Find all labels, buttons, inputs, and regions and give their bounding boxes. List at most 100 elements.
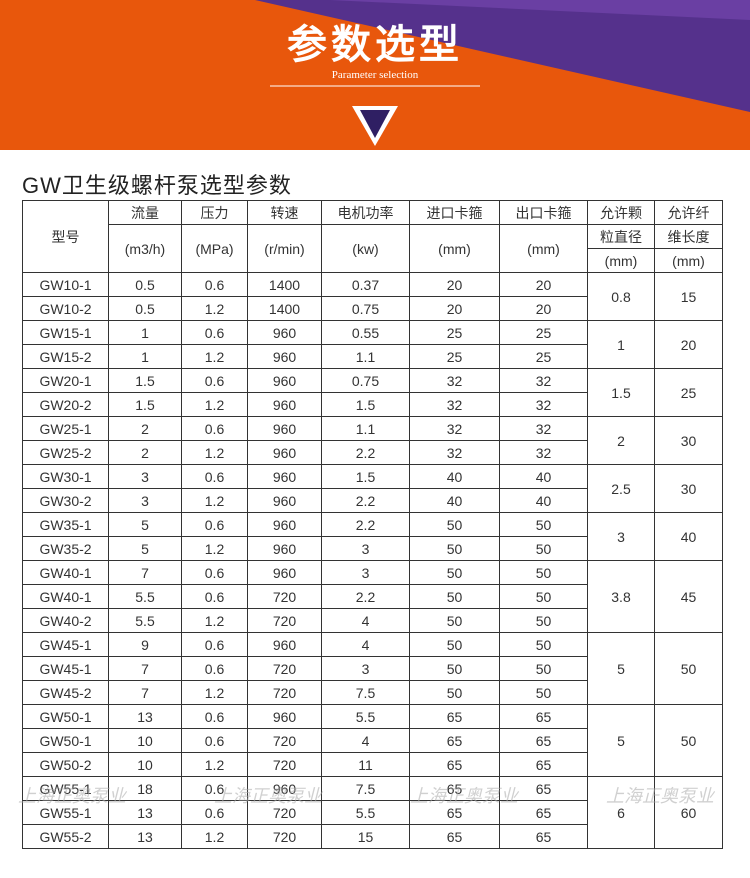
table-row: GW45-1 9 0.6 960 4 50 50 5 50: [22, 632, 723, 705]
value-cell: 0.6: [181, 728, 248, 753]
fiber-cell: 60: [654, 776, 723, 849]
model-cell: GW55-2: [22, 824, 109, 849]
value-cell: 50: [409, 584, 500, 609]
value-cell: 720: [247, 800, 322, 825]
value-cell: 65: [409, 776, 500, 801]
banner-title: 参数选型: [287, 23, 463, 67]
header-cell: 允许纤: [654, 200, 723, 225]
value-cell: 1.2: [181, 440, 248, 465]
heading: GW卫生级螺杆泵选型参数: [22, 173, 292, 198]
fiber-cell: 30: [654, 416, 723, 465]
value-cell: 20: [499, 296, 588, 321]
value-cell: 65: [409, 824, 500, 849]
banner-wedge: [255, 0, 750, 112]
value-cell: 20: [409, 272, 500, 297]
table-row: (m3/h) (MPa) (r/min) (kw) (mm) (mm) 粒直径 维长度: [23, 224, 723, 273]
model-cell: GW15-2: [22, 344, 109, 369]
value-cell: 960: [247, 632, 322, 657]
value-cell: 50: [409, 680, 500, 705]
value-cell: 7.5: [321, 680, 410, 705]
banner: 参数选型 Parameter selection: [0, 0, 750, 150]
header-cell: 转速: [247, 200, 322, 225]
value-cell: 3: [321, 536, 410, 561]
header-cell: 压力: [181, 200, 248, 225]
value-cell: 720: [247, 680, 322, 705]
value-cell: 1.2: [181, 680, 248, 705]
fiber-cell: 50: [654, 704, 723, 777]
table-row: GW55-2 13 1.2 720 15 65 65: [22, 824, 723, 849]
value-cell: 50: [409, 632, 500, 657]
value-cell: 40: [499, 488, 588, 513]
value-cell: 3: [108, 488, 182, 513]
particle-cell: 0.8: [587, 272, 655, 321]
table-row: GW35-2 5 1.2 960 3 50 50: [22, 536, 723, 561]
model-cell: GW30-1: [22, 464, 109, 489]
value-cell: 7: [108, 680, 182, 705]
header-cell: 出口卡箍: [499, 200, 588, 225]
fiber-cell: 25: [654, 368, 723, 417]
value-cell: 960: [247, 440, 322, 465]
value-cell: 2.2: [321, 512, 410, 537]
value-cell: 1.2: [181, 536, 248, 561]
value-cell: 50: [499, 608, 588, 633]
header-cell: 电机功率: [321, 200, 410, 225]
header-cell: (mm): [654, 248, 723, 273]
value-cell: 65: [499, 752, 588, 777]
header-cell: (m3/h): [108, 224, 182, 273]
value-cell: 1.2: [181, 392, 248, 417]
value-cell: 4: [321, 728, 410, 753]
value-cell: 0.75: [321, 296, 410, 321]
value-cell: 50: [409, 656, 500, 681]
value-cell: 720: [247, 728, 322, 753]
value-cell: 65: [409, 728, 500, 753]
value-cell: 40: [409, 464, 500, 489]
value-cell: 25: [409, 344, 500, 369]
value-cell: 50: [409, 608, 500, 633]
value-cell: 720: [247, 608, 322, 633]
value-cell: 1.1: [321, 344, 410, 369]
header-cell: (mm): [409, 224, 500, 273]
model-cell: GW25-1: [22, 416, 109, 441]
value-cell: 50: [499, 560, 588, 585]
arrow-inner: [360, 110, 390, 138]
value-cell: 65: [499, 776, 588, 801]
value-cell: 40: [499, 464, 588, 489]
fiber-cell: 40: [654, 512, 723, 561]
value-cell: 11: [321, 752, 410, 777]
value-cell: 20: [499, 272, 588, 297]
header-cell: 粒直径: [587, 224, 655, 249]
value-cell: 5.5: [108, 608, 182, 633]
value-cell: 1400: [247, 272, 322, 297]
table-row: GW10-2 0.5 1.2 1400 0.75 20 20: [22, 296, 723, 321]
value-cell: 32: [409, 440, 500, 465]
value-cell: 1.5: [321, 464, 410, 489]
model-cell: GW20-1: [22, 368, 109, 393]
value-cell: 50: [499, 680, 588, 705]
value-cell: 1400: [247, 296, 322, 321]
value-cell: 32: [499, 440, 588, 465]
value-cell: 7: [108, 560, 182, 585]
model-cell: GW40-1: [22, 560, 109, 585]
value-cell: 5: [108, 512, 182, 537]
banner-wedge-light: [330, 0, 750, 20]
value-cell: 4: [321, 608, 410, 633]
value-cell: 32: [409, 392, 500, 417]
table-row: 型号 流量 压力 转速 电机功率 进口卡箍 出口卡箍 允许颗 允许纤: [22, 200, 723, 273]
model-cell: GW50-2: [22, 752, 109, 777]
value-cell: 960: [247, 512, 322, 537]
value-cell: 0.6: [181, 416, 248, 441]
value-cell: 25: [409, 320, 500, 345]
value-cell: 960: [247, 320, 322, 345]
value-cell: 50: [499, 584, 588, 609]
model-cell: GW40-1: [22, 584, 109, 609]
table-row: GW25-1 2 0.6 960 1.1 32 32 2 30: [22, 416, 723, 465]
value-cell: 0.6: [181, 560, 248, 585]
particle-cell: 5: [587, 632, 655, 705]
value-cell: 5.5: [321, 704, 410, 729]
value-cell: 0.6: [181, 632, 248, 657]
value-cell: 0.6: [181, 800, 248, 825]
table-row: GW15-2 1 1.2 960 1.1 25 25: [22, 344, 723, 369]
particle-cell: 3: [587, 512, 655, 561]
value-cell: 1.2: [181, 752, 248, 777]
value-cell: 65: [499, 824, 588, 849]
